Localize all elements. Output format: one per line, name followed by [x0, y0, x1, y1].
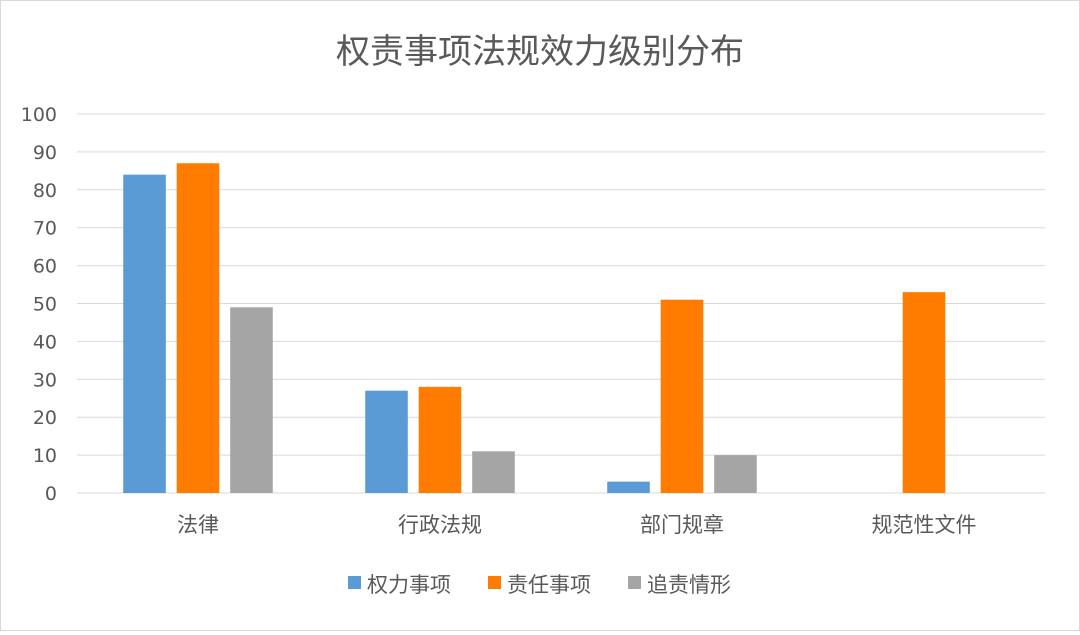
y-tick-label: 100: [21, 104, 57, 126]
y-tick-label: 50: [33, 294, 57, 316]
legend-label: 责任事项: [507, 573, 591, 597]
y-tick-label: 20: [33, 407, 57, 429]
bar: [607, 481, 650, 493]
y-tick-label: 40: [33, 331, 57, 353]
x-category-label: 规范性文件: [872, 513, 977, 537]
bar: [902, 292, 946, 493]
bar: [418, 386, 462, 493]
chart-title: 权责事项法规效力级别分布: [336, 32, 744, 72]
bar: [123, 174, 166, 493]
bar: [230, 307, 273, 493]
legend: 权力事项 责任事项 追责情形: [348, 573, 731, 597]
legend-label: 追责情形: [647, 573, 731, 597]
gridlines: [77, 113, 1045, 494]
y-tick-label: 30: [33, 369, 57, 391]
x-category-label: 法律: [177, 513, 219, 537]
bar: [472, 451, 515, 493]
y-tick-label: 0: [45, 483, 57, 505]
legend-label: 权力事项: [367, 573, 451, 597]
y-tick-label: 60: [33, 256, 57, 278]
x-category-label: 部门规章: [640, 513, 724, 537]
bars: [123, 163, 946, 493]
bar: [714, 455, 757, 493]
y-tick-label: 80: [33, 180, 57, 202]
x-axis-categories: 法律 行政法规 部门规章 规范性文件: [177, 513, 977, 537]
x-category-label: 行政法规: [398, 513, 482, 537]
bar: [660, 299, 704, 493]
y-tick-label: 70: [33, 218, 57, 240]
y-axis-ticks: 0 10 20 30 40 50 60 70 80 90 100: [21, 104, 57, 505]
legend-swatch: [488, 576, 501, 589]
legend-swatch: [348, 576, 361, 589]
legend-swatch: [628, 576, 641, 589]
y-tick-label: 90: [33, 142, 57, 164]
bar: [365, 390, 408, 493]
y-tick-label: 10: [33, 445, 57, 467]
bar: [176, 163, 220, 493]
